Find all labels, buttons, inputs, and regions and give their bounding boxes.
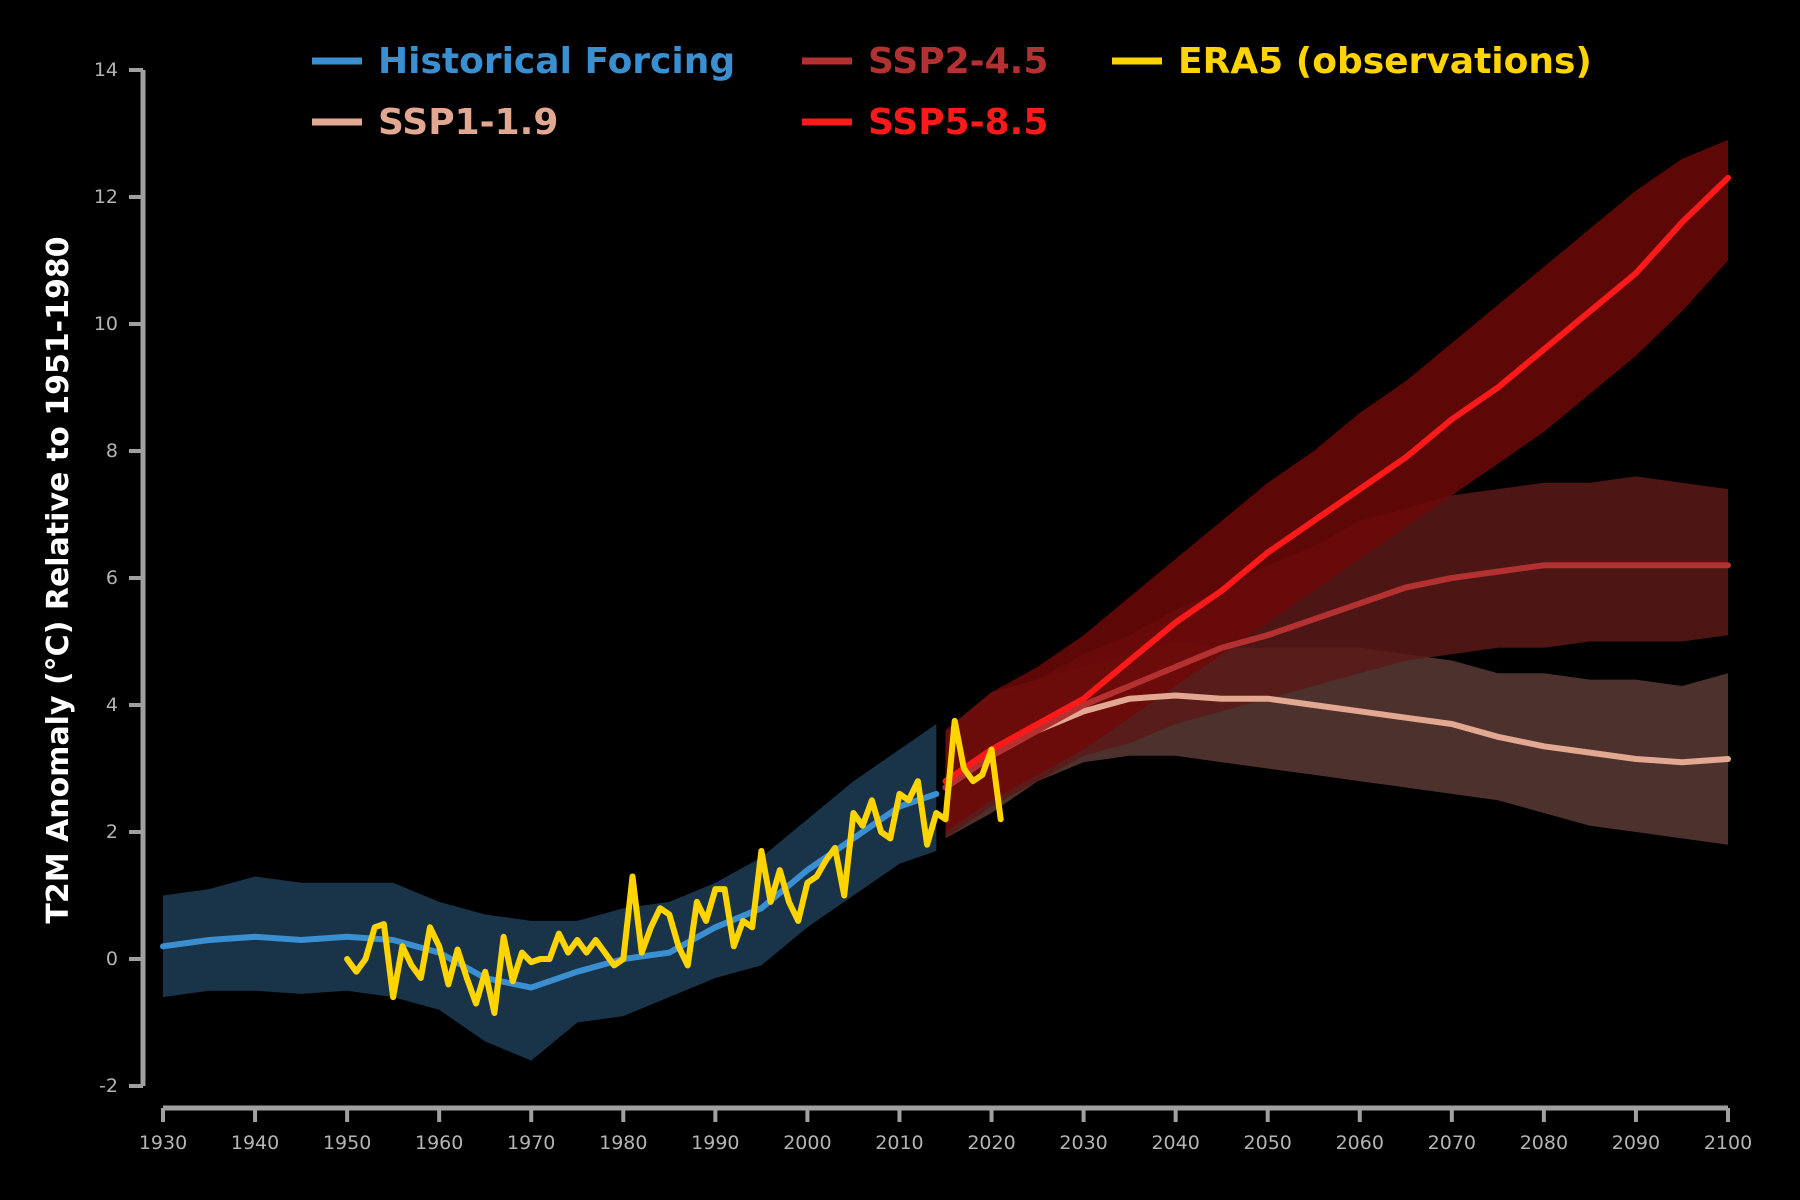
x-tick-label: 2010 [875, 1132, 923, 1154]
x-tick-label: 2060 [1336, 1132, 1384, 1154]
x-tick-label: 2070 [1428, 1132, 1476, 1154]
y-tick-label: -2 [99, 1075, 118, 1097]
y-tick-label: 0 [106, 948, 118, 970]
x-tick-label: 1930 [139, 1132, 187, 1154]
legend-item-ssp1-1-9: SSP1-1.9 [312, 102, 558, 143]
line-ssp1-1-9 [942, 692, 1731, 791]
line-ssp5-8-5 [942, 174, 1731, 785]
x-tick-label: 2030 [1059, 1132, 1107, 1154]
legend-label: ERA5 (observations) [1178, 41, 1592, 82]
legend-item-ssp2-4-5: SSP2-4.5 [802, 41, 1048, 82]
line-historical-forcing [160, 790, 940, 991]
legend-label: SSP5-8.5 [868, 102, 1048, 143]
y-tick-label: 10 [94, 313, 118, 335]
x-tick-label: 1950 [323, 1132, 371, 1154]
legend: Historical Forcing SSP2-4.5 ERA5 (observat… [312, 41, 1592, 143]
legend-item-era5-observations: ERA5 (observations) [1112, 41, 1592, 82]
x-tick-label: 2040 [1151, 1132, 1199, 1154]
x-tick-label: 1980 [599, 1132, 647, 1154]
band-historical-forcing [163, 724, 937, 1061]
x-tick-label: 1990 [691, 1132, 739, 1154]
legend-label: SSP1-1.9 [378, 102, 558, 143]
band-ssp5-8-5 [945, 139, 1728, 832]
x-tick-label: 2100 [1704, 1132, 1752, 1154]
x-tick-label: 2090 [1612, 1132, 1660, 1154]
axes: -2 0 2 4 6 8 10 12 14 1930 1940 1950 1960 1970 1980 199… [94, 59, 1752, 1154]
legend-item-ssp5-8-5: SSP5-8.5 [802, 102, 1048, 143]
legend-item-historical-forcing: Historical Forcing [312, 41, 735, 82]
y-tick-label: 8 [106, 440, 118, 462]
x-tick-label: 1940 [231, 1132, 279, 1154]
x-tick-label: 2050 [1244, 1132, 1292, 1154]
y-tick-label: 14 [94, 59, 118, 81]
y-tick-label: 6 [106, 567, 118, 589]
x-tick-label: 1960 [415, 1132, 463, 1154]
y-tick-label: 2 [106, 821, 118, 843]
x-tick-label: 1970 [507, 1132, 555, 1154]
legend-label: Historical Forcing [378, 41, 735, 82]
y-tick-label: 4 [106, 694, 118, 716]
y-tick-label: 12 [94, 186, 118, 208]
x-tick-label: 2020 [967, 1132, 1015, 1154]
x-tick-label: 2080 [1520, 1132, 1568, 1154]
y-axis-title: T2M Anomaly (°C) Relative to 1951-1980 [41, 236, 76, 923]
line-era5-observations [344, 717, 1004, 1016]
legend-label: SSP2-4.5 [868, 41, 1048, 82]
line-ssp2-4-5 [942, 562, 1731, 791]
x-tick-label: 2000 [783, 1132, 831, 1154]
series-lines [160, 174, 1731, 1016]
